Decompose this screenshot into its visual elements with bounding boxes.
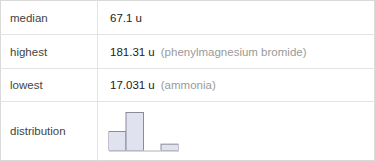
histogram-bar — [126, 113, 144, 151]
row-value: 181.31 u — [110, 46, 155, 58]
row-divider — [0, 101, 375, 102]
histogram-bars — [109, 113, 179, 151]
row-label: median — [10, 12, 48, 24]
row-value: 67.1 u — [110, 12, 142, 24]
axis-line — [109, 151, 179, 152]
row-divider — [0, 68, 375, 69]
row-label: distribution — [10, 125, 66, 137]
histogram-bar — [144, 150, 162, 151]
table-frame — [1, 1, 375, 161]
row-divider — [0, 34, 375, 35]
row-value: 17.031 u — [110, 79, 155, 91]
histogram-bar — [161, 144, 179, 150]
x-axis — [109, 151, 179, 152]
row-note: (phenylmagnesium bromide) — [161, 46, 307, 58]
histogram-bar — [109, 132, 127, 151]
column-divider — [97, 0, 98, 161]
table-canvas: median 67.1 u highest 181.31 u (phenylmagnes… — [0, 0, 375, 161]
row-label: lowest — [10, 79, 43, 91]
row-note: (ammonia) — [161, 79, 216, 91]
row-label: highest — [10, 46, 48, 58]
